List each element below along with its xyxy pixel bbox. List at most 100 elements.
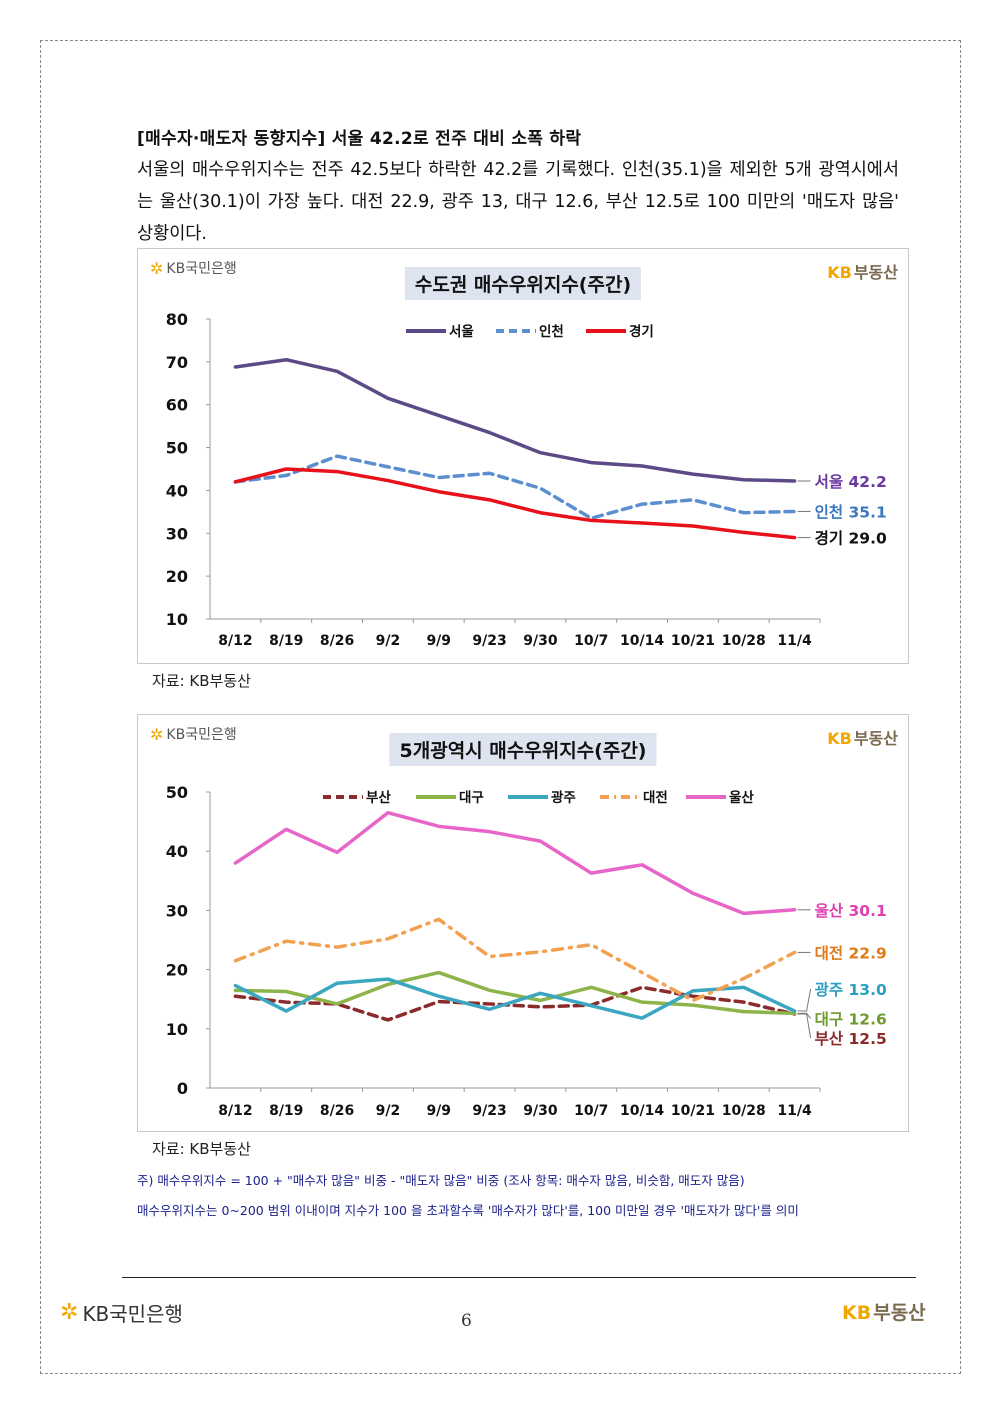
legend-label: 울산 xyxy=(729,789,754,806)
page-frame xyxy=(40,40,961,1374)
footer-kb-realestate-logo: KB 부동산 xyxy=(842,1298,926,1325)
x-tick-label: 8/19 xyxy=(269,1103,303,1119)
body-paragraph: 서울의 매수우위지수는 전주 42.5보다 하락한 42.2를 기록했다. 인천… xyxy=(137,160,899,244)
kb-suffix: 부동산 xyxy=(853,263,898,282)
footer-kb-bank-logo: ✲ KB국민은행 xyxy=(60,1298,183,1327)
legend-item: 대전 xyxy=(600,789,668,806)
y-tick-label: 10 xyxy=(166,610,188,629)
legend-item: 부산 xyxy=(323,789,391,806)
kb-realestate-logo: KB 부동산 xyxy=(827,725,898,749)
y-tick-label: 50 xyxy=(166,783,188,802)
series-line xyxy=(233,917,797,1003)
x-tick-label: 10/28 xyxy=(722,633,766,649)
legend-item: 서울 xyxy=(406,323,474,340)
end-label-leader xyxy=(797,1013,812,1039)
kb-realestate-logo: KB 부동산 xyxy=(827,259,898,283)
metro-cities-line-chart: 0 10 20 30 40 50 8/12 8/19 8/26 9/2 9/9 9/23 9/30 10/… xyxy=(166,783,887,1119)
series-line xyxy=(233,810,797,916)
legend-item: 인천 xyxy=(496,323,564,340)
end-label: 광주 13.0 xyxy=(815,980,887,999)
x-tick-label: 9/2 xyxy=(376,633,401,649)
series-line xyxy=(233,970,797,1016)
x-tick-label: 9/23 xyxy=(472,633,506,649)
legend-label: 인천 xyxy=(539,323,564,340)
x-tick-label: 8/26 xyxy=(320,1103,354,1119)
x-tick-label: 11/4 xyxy=(777,633,812,649)
chart-title: 5개광역시 매수우위지수(주간) xyxy=(389,733,657,766)
footer-divider xyxy=(122,1277,916,1278)
chart-source: 자료: KB부동산 xyxy=(152,1140,251,1158)
x-tick-label: 10/14 xyxy=(620,1103,664,1119)
x-tick-label: 8/26 xyxy=(320,633,354,649)
end-label: 경기 29.0 xyxy=(815,530,887,548)
kb-suffix: 부동산 xyxy=(873,1302,926,1324)
kb-mark: KB xyxy=(827,263,852,282)
x-tick-label: 10/7 xyxy=(574,633,608,649)
y-tick-label: 80 xyxy=(166,310,188,329)
series-gwangju: 광주 13.0 xyxy=(233,977,887,1020)
legend-item: 광주 xyxy=(508,789,576,806)
kb-bank-logo: ✲ KB국민은행 xyxy=(150,258,237,278)
axes: 0 10 20 30 40 50 8/12 8/19 8/26 9/2 9/9 9/23 9/30 10/… xyxy=(166,783,821,1119)
legend-item: 울산 xyxy=(686,789,754,806)
x-tick-label: 10/14 xyxy=(620,633,664,649)
series-seoul: 서울 42.2 xyxy=(233,357,887,491)
y-tick-label: 40 xyxy=(166,842,188,861)
y-tick-label: 50 xyxy=(166,439,188,458)
kb-star-icon: ✲ xyxy=(150,258,164,278)
x-tick-label: 10/21 xyxy=(671,633,715,649)
series-line xyxy=(233,977,797,1020)
kb-suffix: 부동산 xyxy=(853,729,898,748)
x-tick-label: 9/9 xyxy=(426,633,451,649)
legend-label: 대구 xyxy=(459,790,484,806)
series-daejeon: 대전 22.9 xyxy=(233,917,887,1003)
metro-cities-chart-panel: ✲ KB국민은행 KB 부동산 5개광역시 매수우위지수(주간) 0 10 20 30 4… xyxy=(137,714,909,1132)
section-title: [매수자·매도자 동향지수] 서울 42.2로 전주 대비 소폭 하락 xyxy=(137,129,582,149)
footnote-formula: 주) 매수우위지수 = 100 + "매수자 많음" 비중 - "매도자 많음"… xyxy=(137,1173,745,1188)
chart-source: 자료: KB부동산 xyxy=(152,672,251,690)
y-tick-label: 30 xyxy=(166,524,188,543)
x-tick-label: 9/30 xyxy=(523,633,558,649)
y-tick-label: 40 xyxy=(166,481,188,500)
y-tick-label: 0 xyxy=(177,1079,188,1098)
kb-star-icon: ✲ xyxy=(60,1300,79,1325)
x-tick-label: 11/4 xyxy=(777,1103,812,1119)
page-number: 6 xyxy=(461,1311,472,1331)
axes: 10 20 30 40 50 60 70 80 8/12 8/19 8/26 9/2 9/9 9/23 9/… xyxy=(166,310,821,649)
end-label: 대구 12.6 xyxy=(815,1010,887,1028)
y-tick-label: 10 xyxy=(166,1020,188,1039)
kb-mark: KB xyxy=(842,1302,872,1324)
capital-area-chart-panel: ✲ KB국민은행 KB 부동산 수도권 매수우위지수(주간) 10 20 30 40 50… xyxy=(137,248,909,664)
series-daegu: 대구 12.6 xyxy=(233,970,887,1028)
end-label: 서울 42.2 xyxy=(815,473,887,491)
bank-name: KB국민은행 xyxy=(82,1302,183,1326)
end-label: 대전 22.9 xyxy=(815,944,887,962)
bank-name: KB국민은행 xyxy=(166,727,237,743)
legend-item: 경기 xyxy=(586,323,654,340)
x-tick-label: 9/2 xyxy=(376,1103,401,1119)
series-incheon: 인천 35.1 xyxy=(233,454,887,521)
y-tick-label: 20 xyxy=(166,961,188,980)
y-tick-label: 70 xyxy=(166,353,188,372)
kb-bank-logo: ✲ KB국민은행 xyxy=(150,724,237,744)
end-label-leader xyxy=(797,988,812,1012)
x-tick-label: 10/7 xyxy=(574,1103,608,1119)
x-tick-label: 8/12 xyxy=(218,1103,252,1119)
x-tick-label: 9/30 xyxy=(523,1103,558,1119)
legend-label: 광주 xyxy=(551,789,576,806)
series-gyeonggi: 경기 29.0 xyxy=(233,467,887,548)
series-line xyxy=(233,454,797,521)
capital-area-line-chart: 10 20 30 40 50 60 70 80 8/12 8/19 8/26 9/2 9/9 9/23 9/… xyxy=(166,310,887,649)
footnote-range: 매수우위지수는 0~200 범위 이내이며 지수가 100 을 초과할수록 '매… xyxy=(137,1203,799,1218)
x-tick-label: 9/9 xyxy=(426,1103,451,1119)
chart-title: 수도권 매수우위지수(주간) xyxy=(404,267,642,300)
kb-mark: KB xyxy=(827,729,852,748)
legend-label: 부산 xyxy=(366,789,391,806)
bank-name: KB국민은행 xyxy=(166,261,237,277)
y-tick-label: 30 xyxy=(166,901,188,920)
legend-label: 대전 xyxy=(643,789,668,806)
end-label: 울산 30.1 xyxy=(815,902,887,920)
x-tick-label: 8/19 xyxy=(269,633,303,649)
legend-label: 경기 xyxy=(629,323,654,340)
x-tick-label: 9/23 xyxy=(472,1103,506,1119)
